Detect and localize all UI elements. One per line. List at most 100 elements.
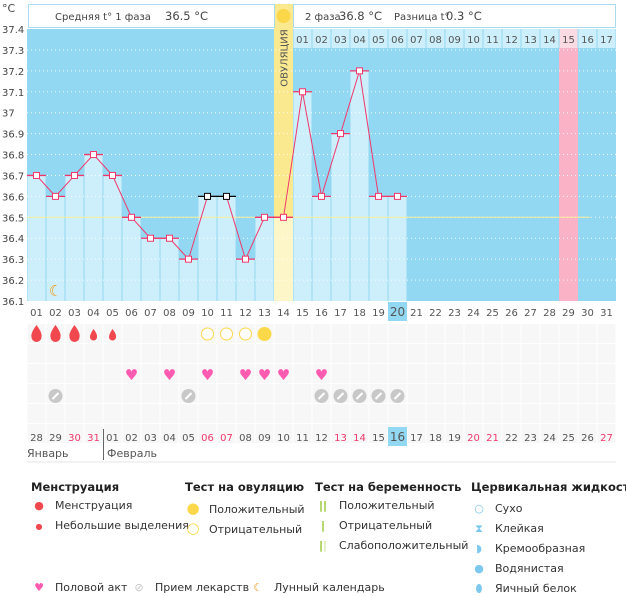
filled-circle-icon: ● [186,499,200,517]
y-tick-label: 36.1 [2,297,24,308]
event-cell [578,324,597,343]
ovulation-test-negative-icon [239,327,252,341]
temperature-bar [198,196,217,301]
expected-period-column [559,48,578,301]
legend-menstruation: ● Менструация [31,499,132,512]
month-label-january: Январь [27,447,69,460]
legend-creamy: ◗ Кремообразная [471,542,585,555]
cycle-day-label: 25 [486,308,499,319]
pill-icon-stripe [51,392,60,400]
calendar-date: 25 [562,433,575,444]
event-cell [483,364,502,383]
phase2-day-label: 08 [429,35,442,46]
event-cell [350,424,369,443]
event-cell [198,384,217,403]
phase2-day-cell [388,29,407,48]
event-cell [426,384,445,403]
event-cell [312,344,331,363]
event-cell [521,324,540,343]
legend-preg-negative: | Отрицательный [315,519,432,532]
event-cell [103,404,122,423]
event-cell [540,364,559,383]
phase2-day-cell [578,29,597,48]
event-cell [502,424,521,443]
small-drop-icon: ● [35,522,43,531]
phase2-day-label: 14 [543,35,556,46]
event-cell [103,384,122,403]
event-cell [122,424,141,443]
event-cell [350,364,369,383]
event-cell [464,364,483,383]
event-cell [521,424,540,443]
ovulation-label: ОВУЛЯЦИЯ [280,29,291,87]
event-cell [407,344,426,363]
event-cell [141,344,160,363]
phase2-day-label: 15 [562,35,575,46]
phase2-day-label: 12 [505,35,518,46]
event-cell [217,384,236,403]
event-cell [350,344,369,363]
current-day-highlight [388,302,407,321]
event-cell [426,364,445,383]
event-cell [293,384,312,403]
event-cell [464,324,483,343]
phase2-day-cell [407,29,426,48]
cycle-day-label: 09 [182,308,195,319]
event-cell [122,324,141,343]
cycle-day-label: 22 [429,308,442,319]
temperature-point [166,234,173,242]
temperature-point [223,192,230,200]
event-cell [502,324,521,343]
ovulation-test-negative-icon [220,327,233,341]
event-cell [540,344,559,363]
temperature-bar [46,196,65,301]
y-axis-unit: °C [2,2,16,15]
moon-icon: ☾ [253,581,263,594]
calendar-date: 21 [486,433,499,444]
event-cell [274,424,293,443]
event-cell [160,384,179,403]
phase2-day-label: 07 [410,35,423,46]
legend-medication: ⊘ Прием лекарств [131,581,249,594]
event-cell [597,344,616,363]
menstruation-drop-icon [50,325,61,342]
pill-icon-stripe [393,392,402,400]
event-cell [521,384,540,403]
event-cell [388,364,407,383]
event-cell [141,364,160,383]
spotting-drop-icon [109,329,117,341]
y-tick-label: 36.4 [2,234,24,245]
event-cell [407,384,426,403]
event-cell [198,344,217,363]
phase2-day-cell [369,29,388,48]
event-cell [84,344,103,363]
event-cell [369,344,388,363]
calendar-date: 29 [49,433,62,444]
calendar-date: 02 [125,433,138,444]
temperature-bar [312,196,331,301]
event-cell [160,424,179,443]
y-tick-label: 36.5 [2,213,24,224]
event-cell [540,384,559,403]
event-cell [103,424,122,443]
event-cell [293,364,312,383]
legend-ovtest-title: Тест на овуляцию [185,480,305,494]
event-cell [274,364,293,383]
phase2-header-box [293,4,616,28]
y-tick-label: 37.2 [2,67,24,78]
event-cell [407,424,426,443]
event-cell [46,424,65,443]
difference-label: Разница t° [394,12,450,23]
event-cell [179,424,198,443]
cycle-day-label: 11 [220,308,233,319]
temperature-point [394,192,401,200]
cycle-day-label: 10 [201,308,214,319]
calendar-date: 17 [410,433,423,444]
phase2-day-label: 06 [391,35,404,46]
event-cell [597,424,616,443]
temperature-bar [255,217,274,301]
event-cell [65,344,84,363]
cycle-day-label: 04 [87,308,100,319]
legend-watery: ● Водянистая [471,562,563,575]
event-cell [179,364,198,383]
